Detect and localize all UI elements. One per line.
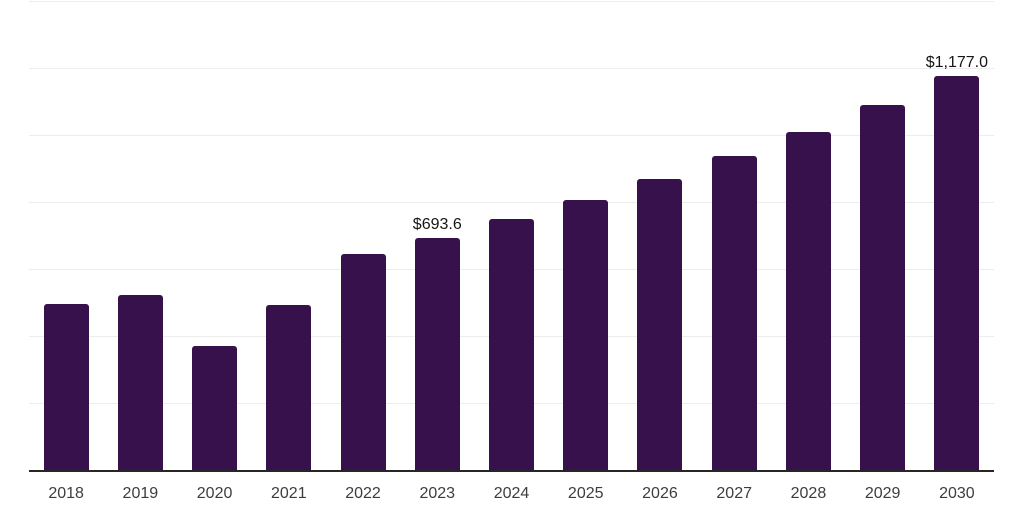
bar-2029 xyxy=(860,104,906,470)
value-label-2030: $1,177.0 xyxy=(925,53,989,71)
x-tick-label-2026: 2026 xyxy=(642,485,678,502)
x-tick-label-2024: 2024 xyxy=(493,485,530,502)
bar-2021 xyxy=(266,305,312,470)
x-tick-label-2020: 2020 xyxy=(196,485,233,502)
bar-2030 xyxy=(934,75,980,470)
x-tick-label-2018: 2018 xyxy=(48,485,84,502)
bar-2023 xyxy=(414,237,460,470)
x-tick-label-2022: 2022 xyxy=(345,485,381,502)
x-tick-label-2021: 2021 xyxy=(271,485,307,502)
bar-2020 xyxy=(192,346,238,470)
x-tick-label-2028: 2028 xyxy=(790,485,827,502)
bar-2026 xyxy=(637,178,683,470)
bar-2025 xyxy=(563,200,609,470)
bar-2028 xyxy=(785,132,831,470)
gridline xyxy=(29,202,994,203)
x-tick-label-2023: 2023 xyxy=(419,485,456,502)
x-tick-label-2027: 2027 xyxy=(716,485,752,502)
gridline xyxy=(29,1,994,2)
gridline xyxy=(29,135,994,136)
bar-2027 xyxy=(711,156,757,470)
bar-2022 xyxy=(340,253,386,470)
x-axis-tick-labels: 2018 2019 2020 2021 2022 2023 2024 2025 2026 2027… xyxy=(29,484,994,504)
x-tick-label-2030: 2030 xyxy=(939,485,975,502)
bar-2019 xyxy=(117,295,163,470)
x-tick-label-2029: 2029 xyxy=(864,485,901,502)
plot-area: $693.6 $1,177.0 xyxy=(29,1,994,472)
bar-2024 xyxy=(489,219,534,470)
gridline xyxy=(29,68,994,69)
x-tick-label-2019: 2019 xyxy=(122,485,159,502)
bar-2018 xyxy=(43,303,89,470)
x-tick-label-2025: 2025 xyxy=(567,485,604,502)
value-label-2023: $693.6 xyxy=(412,215,462,233)
